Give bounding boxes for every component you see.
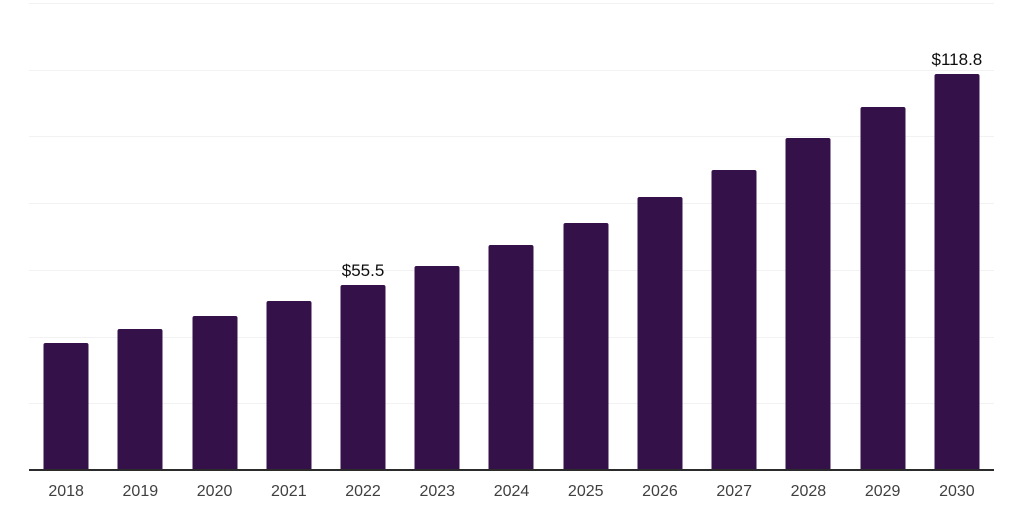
x-axis-baseline: [29, 469, 994, 471]
bar-column-2018: [29, 3, 103, 470]
bar-column-2019: [103, 3, 177, 470]
bar-2022: [340, 284, 386, 470]
bar-2019: [117, 329, 163, 470]
x-tick-label-2019: 2019: [122, 483, 159, 500]
bar-2025: [563, 222, 609, 470]
x-tick-label-2025: 2025: [567, 483, 604, 500]
bar-column-2023: [400, 3, 474, 470]
x-tick-label-2018: 2018: [48, 483, 84, 500]
gridline-y-120: [29, 69, 994, 71]
x-tick-label-2030: 2030: [939, 483, 975, 500]
bar-2024: [488, 244, 534, 470]
bar-2028: [785, 138, 831, 470]
bar-2026: [637, 197, 683, 470]
x-tick-label-2028: 2028: [790, 483, 827, 500]
x-tick-label-2024: 2024: [493, 483, 530, 500]
x-axis: 2018 2019 2020 2021 2022 2023 2024 2025 2026 2027…: [29, 483, 994, 503]
bar-column-2028: [771, 3, 845, 470]
gridline-y-80: [29, 203, 994, 205]
bar-2029: [860, 106, 906, 470]
x-tick-label-2022: 2022: [345, 483, 381, 500]
bar-column-2030: $118.8: [920, 3, 994, 470]
bar-column-2026: [623, 3, 697, 470]
data-label-2022: $55.5: [341, 260, 385, 280]
x-tick-label-2023: 2023: [419, 483, 456, 500]
x-tick-label-2027: 2027: [716, 483, 752, 500]
x-tick-label-2029: 2029: [864, 483, 901, 500]
bar-column-2022: $55.5: [326, 3, 400, 470]
gridline-y-140: [29, 3, 994, 4]
bar-2021: [266, 300, 312, 470]
bar-2020: [192, 315, 238, 470]
plot-area: $55.5 $118.8: [29, 3, 994, 470]
bar-column-2027: [697, 3, 771, 470]
bar-column-2021: [252, 3, 326, 470]
bar-2030: [934, 73, 980, 470]
bar-2018: [43, 342, 89, 470]
x-tick-label-2021: 2021: [271, 483, 307, 500]
bar-column-2029: [846, 3, 920, 470]
x-tick-label-2020: 2020: [196, 483, 233, 500]
bar-2023: [414, 265, 460, 470]
bar-2027: [711, 169, 757, 470]
bar-column-2024: [474, 3, 548, 470]
x-tick-label-2026: 2026: [642, 483, 678, 500]
gridline-y-100: [29, 136, 994, 138]
bar-column-2020: [177, 3, 251, 470]
bar-column-2025: [549, 3, 623, 470]
data-label-2030: $118.8: [931, 49, 983, 69]
